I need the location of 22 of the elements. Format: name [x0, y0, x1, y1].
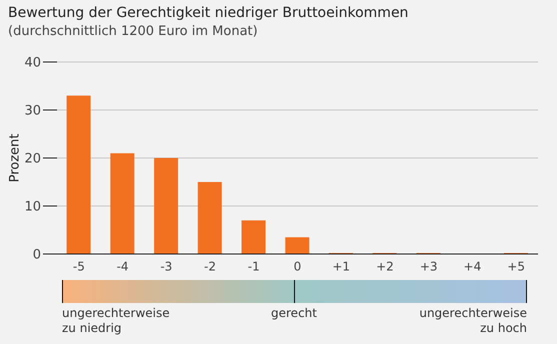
x-tick-label: -1: [248, 260, 260, 274]
text: ungerechterweise zu hoch: [419, 306, 527, 336]
y-tick-label: 30: [24, 104, 41, 119]
x-tick-label: +2: [376, 260, 394, 274]
x-tick-label: 0: [294, 260, 302, 274]
x-tick-label: -2: [204, 260, 216, 274]
x-tick-label: +1: [332, 260, 350, 274]
y-tick-label: 40: [24, 56, 41, 71]
chart-subtitle: (durchschnittlich 1200 Euro im Monat): [8, 24, 258, 39]
x-tick-label: +5: [507, 260, 525, 274]
x-tick-label: -4: [116, 260, 129, 274]
x-tick-label: +3: [420, 260, 438, 274]
text: ungerechterweise zu niedrig: [62, 306, 170, 336]
x-tick-label: +4: [464, 260, 482, 274]
text: gerecht: [271, 306, 317, 321]
y-tick-label: 20: [24, 152, 41, 167]
x-tick-label: -3: [160, 260, 172, 274]
y-axis-title: Prozent: [8, 134, 23, 182]
chart-title: Bewertung der Gerechtigkeit niedriger Bruttoeinkommen: [8, 5, 408, 21]
x-tick-label: -5: [72, 260, 85, 274]
y-tick-label: 10: [24, 200, 41, 215]
y-tick-label: 0: [32, 248, 41, 263]
